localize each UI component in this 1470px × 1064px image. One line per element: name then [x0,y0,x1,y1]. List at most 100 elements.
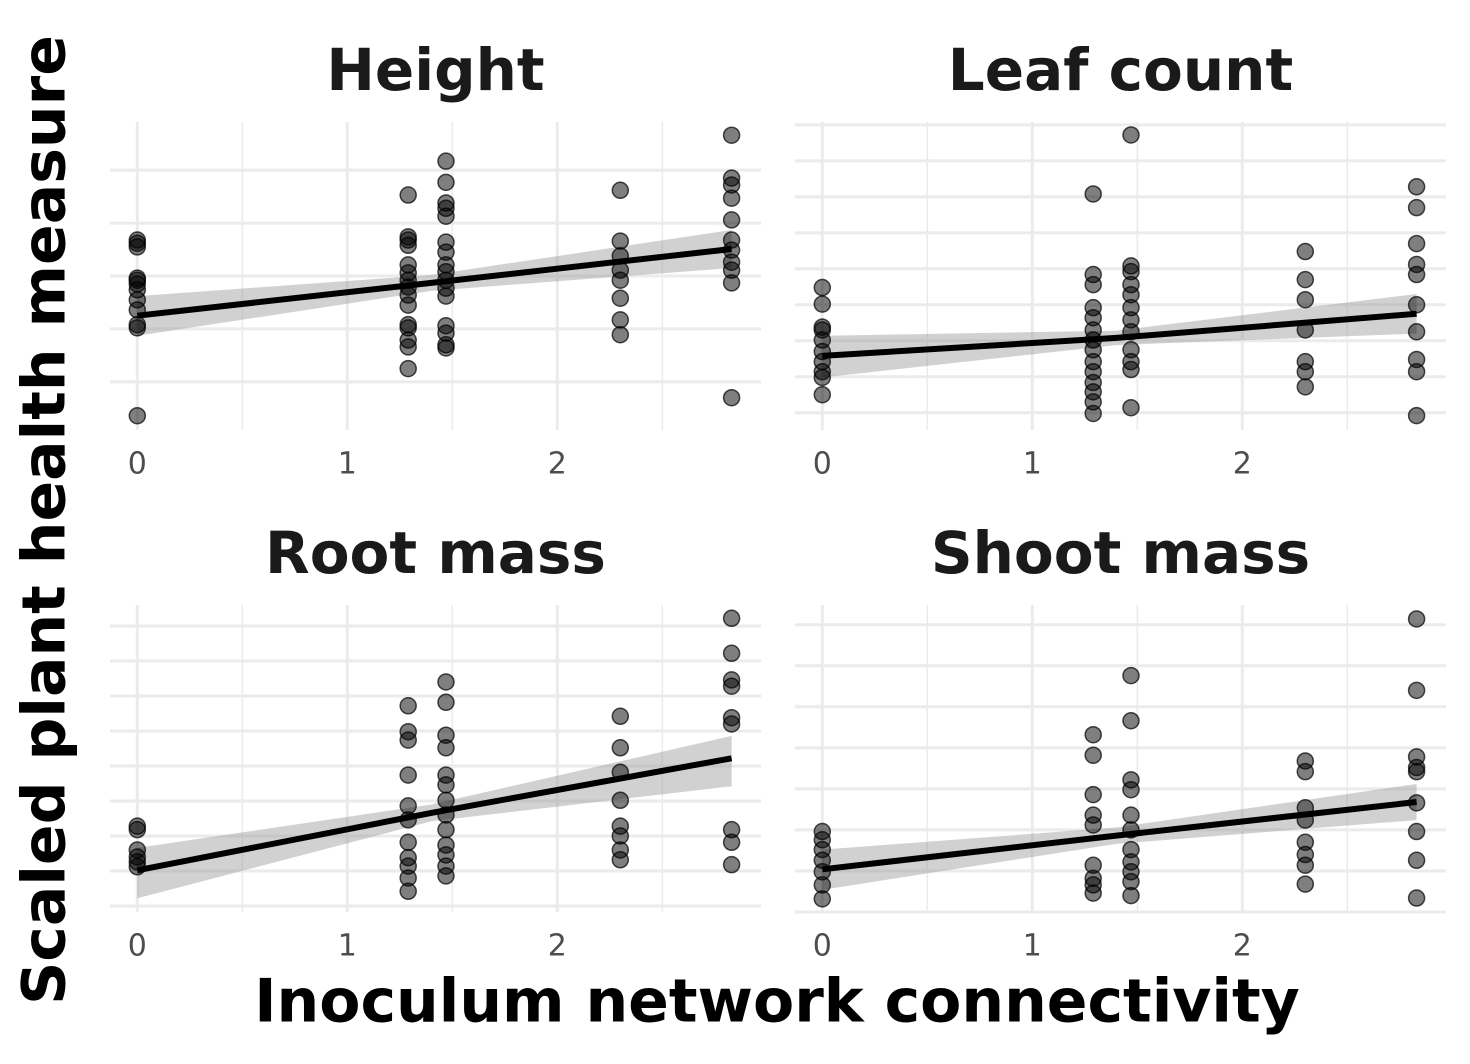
confidence-band [137,735,732,899]
point [1407,198,1426,217]
point [813,890,832,908]
point [1296,856,1315,874]
point [813,385,832,404]
point [128,820,147,839]
point [1407,323,1426,341]
point [722,189,741,207]
point [1122,666,1140,685]
fit-line [136,755,733,874]
x-tick-label: 0 [128,447,147,482]
point [813,368,832,387]
point [611,181,630,200]
point [722,126,741,144]
panel-title: Shoot mass [931,519,1310,587]
x-tick-label: 1 [1023,447,1042,482]
point [611,289,630,307]
point [1084,185,1102,203]
point [399,766,417,784]
point [611,739,630,757]
point [1407,610,1426,628]
point [1296,378,1315,396]
point [722,677,741,695]
point [1122,360,1140,379]
point [1407,265,1426,284]
point [722,833,741,852]
fit-line [822,310,1417,359]
point [399,697,417,715]
point [1407,762,1426,781]
point [1296,362,1315,381]
point [1122,711,1140,730]
point [399,236,417,255]
point [1407,822,1426,841]
point [611,325,630,344]
point [722,388,741,407]
point [1296,875,1315,893]
point [611,311,630,329]
point [1084,275,1102,294]
point [1296,290,1315,309]
point [437,739,455,757]
point [611,271,630,289]
point [611,791,630,810]
x-tick-label: 2 [548,929,567,964]
y-axis-label: Scaled plant health measure [10,35,80,1005]
point [399,338,417,356]
point [611,707,630,726]
x-tick-label: 0 [813,447,832,482]
point [1407,681,1426,700]
point [437,287,455,305]
panel-title: Height [326,36,544,104]
point [1084,404,1102,423]
point [437,867,455,885]
point [1084,785,1102,804]
point [1407,851,1426,870]
fit-line [136,246,732,319]
point [1296,242,1315,261]
point [722,609,741,628]
point [722,855,741,874]
point [722,715,741,733]
point [611,851,630,869]
point [1407,362,1426,381]
x-tick-label: 2 [548,447,567,482]
point [722,644,741,663]
point [1122,398,1140,417]
point [399,186,417,204]
point [399,296,417,314]
x-tick-label: 1 [338,447,357,482]
x-tick-label: 0 [128,929,147,964]
point [813,278,832,297]
point [128,406,147,425]
point [1122,886,1140,905]
point [437,173,455,192]
point [437,207,455,225]
point [399,731,417,749]
point [722,211,741,229]
point [1084,725,1102,744]
point [1407,296,1426,314]
point [813,295,832,313]
panel: Shoot mass 0 1 2 [795,519,1446,964]
point [1122,126,1140,144]
panel: Leaf count 0 1 2 [795,36,1446,482]
point [1084,884,1102,902]
point [1084,746,1102,764]
point [1296,270,1315,289]
point [1407,889,1426,907]
point [1122,806,1140,824]
point [1122,780,1140,799]
panel: Root mass 0 1 2 [110,519,761,964]
x-tick-label: 1 [1023,929,1042,964]
point [1407,234,1426,253]
point [128,238,147,256]
x-tick-label: 0 [813,929,832,964]
point [437,693,455,712]
point [437,673,455,691]
point [437,152,455,170]
point [1407,178,1426,196]
panel-title: Root mass [265,519,606,587]
x-tick-label: 2 [1233,929,1252,964]
point [399,882,417,901]
